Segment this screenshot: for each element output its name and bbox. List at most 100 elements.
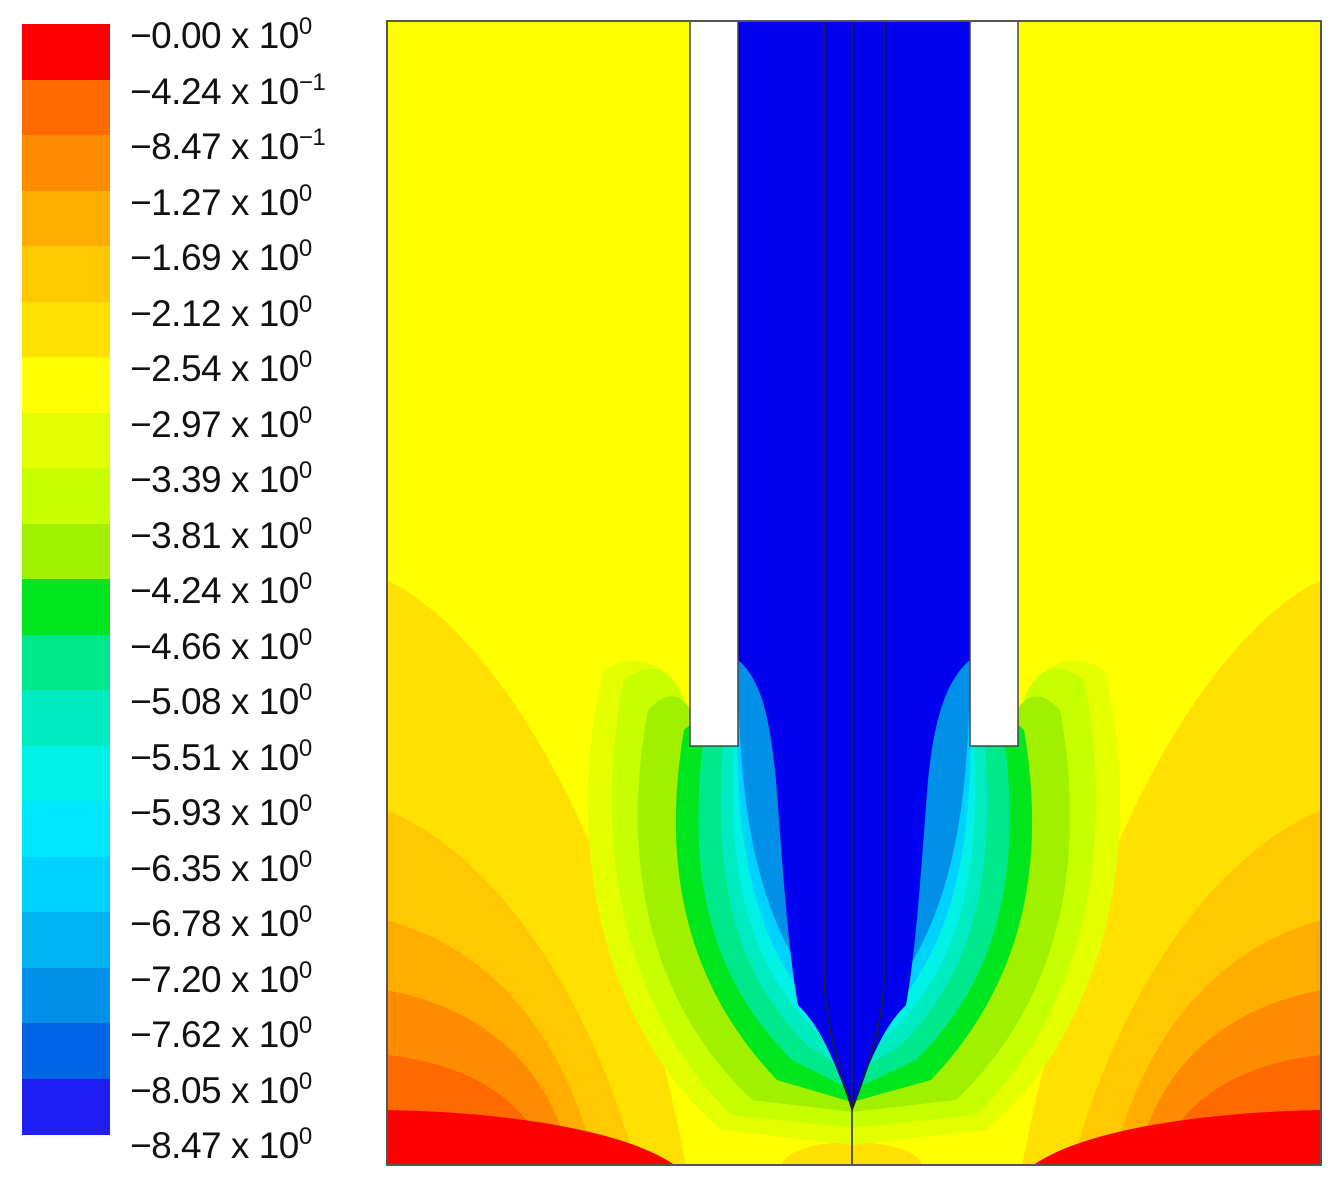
legend-swatch [22,190,110,247]
legend-label: −3.39 x 100 [130,457,312,500]
legend-label-base: 10 [258,403,300,445]
legend-label-mantissa: −1.27 [130,181,231,223]
legend-label-times: x [230,348,259,389]
legend-swatch [22,135,110,191]
legend-swatch [22,801,110,857]
legend-swatch [22,745,110,802]
legend-label-exponent: 0 [298,679,312,706]
legend-label-mantissa: −7.20 [130,958,231,1000]
legend-label-exponent: 0 [298,401,312,429]
legend-label: −5.93 x 100 [130,790,312,833]
legend-label-base: 10 [258,625,300,667]
legend-label-times: x [230,403,259,445]
legend-swatch [22,24,110,80]
legend-label-mantissa: −6.35 [130,847,231,889]
legend-swatch [22,634,110,691]
legend-label: −6.35 x 100 [130,845,312,889]
legend-label-times: x [230,625,259,667]
legend-label-exponent: 0 [298,457,312,484]
legend-label-times: x [230,570,259,611]
legend-label-mantissa: −5.51 [130,736,231,778]
legend-label-times: x [230,681,259,722]
legend-label-times: x [230,736,259,778]
legend-label-mantissa: −2.54 [130,348,231,389]
legend-label: −2.12 x 100 [130,290,312,334]
legend-label-exponent: 0 [298,179,312,207]
legend-label-exponent: 0 [298,290,312,318]
band-right-hot [1032,1110,1322,1166]
legend-label: −5.08 x 100 [130,679,312,722]
legend-label-exponent: 0 [298,845,312,873]
legend-label-exponent: 0 [298,346,312,373]
legend-label-mantissa: −4.66 [130,625,231,667]
legend-label-exponent: 0 [298,568,312,595]
legend-label: −5.51 x 100 [130,736,312,778]
legend-label-base: 10 [258,70,300,112]
legend-label-mantissa: −5.93 [130,792,231,833]
legend-label-times: x [230,126,259,167]
legend-label-base: 10 [258,903,300,944]
legend-label-exponent: 0 [298,1123,312,1150]
legend-label: −8.05 x 100 [130,1069,312,1111]
legend-label-base: 10 [258,15,300,56]
legend-label-exponent: 0 [298,901,312,928]
legend-label: −2.54 x 100 [130,346,312,389]
legend-label-exponent: 0 [298,512,312,540]
legend-label-mantissa: −6.78 [130,903,231,944]
legend-label-times: x [230,70,259,112]
legend-label-base: 10 [258,1014,300,1055]
legend-label: −4.66 x 100 [130,623,312,667]
legend-label-exponent: 0 [298,623,312,651]
legend-label-mantissa: −1.69 [130,237,231,278]
legend-label-base: 10 [258,570,300,611]
legend-label-times: x [230,1125,259,1166]
legend-label-times: x [230,237,259,278]
legend-label-times: x [230,292,259,334]
legend-label-base: 10 [258,681,300,722]
legend-label-base: 10 [258,237,300,278]
legend-label-exponent: 0 [298,1012,312,1039]
legend-label-times: x [230,792,259,833]
jet-core [738,20,970,1110]
legend-swatch [22,690,110,746]
legend-swatch [22,1078,110,1135]
legend-label-mantissa: −8.47 [130,1125,231,1166]
legend-label-base: 10 [258,736,300,778]
legend-label-times: x [230,514,259,556]
legend-label-mantissa: −0.00 [130,15,231,56]
legend-label: −7.20 x 100 [130,958,312,1000]
plot-border [386,20,1322,1166]
color-legend: −0.00 x 100 −4.24 x 10−1 −8.47 x 10−1 −1.27… [0,0,380,1199]
legend-label-times: x [230,15,259,56]
band-left-hot [386,1110,676,1166]
legend-label-exponent: −1 [298,68,326,96]
legend-label-times: x [230,958,259,1000]
streamline-2 [851,20,885,1111]
contour-plot [386,20,1322,1166]
legend-label-times: x [230,459,259,500]
legend-label-times: x [230,1069,259,1111]
legend-label: −6.78 x 100 [130,901,312,944]
legend-label-mantissa: −8.05 [130,1069,231,1111]
legend-label-mantissa: −3.39 [130,459,231,500]
legend-label-base: 10 [258,514,300,556]
legend-label-exponent: −1 [298,124,326,151]
legend-label: −4.24 x 10−1 [130,68,326,112]
legend-label-base: 10 [258,181,300,223]
legend-label-mantissa: −5.08 [130,681,231,722]
legend-swatch [22,912,110,968]
legend-label-mantissa: −7.62 [130,1014,231,1055]
legend-label-times: x [230,847,259,889]
legend-label-base: 10 [258,958,300,1000]
streamline-1 [823,20,853,1111]
legend-swatch [22,79,110,136]
legend-label-mantissa: −2.97 [130,403,231,445]
legend-label-exponent: 0 [298,790,312,817]
legend-label-mantissa: −3.81 [130,514,231,556]
legend-label-base: 10 [258,126,300,167]
legend-label-times: x [230,1014,259,1055]
legend-label-base: 10 [258,348,300,389]
legend-label: −8.47 x 10−1 [130,124,326,167]
legend-swatch [22,301,110,358]
legend-swatch [22,357,110,413]
